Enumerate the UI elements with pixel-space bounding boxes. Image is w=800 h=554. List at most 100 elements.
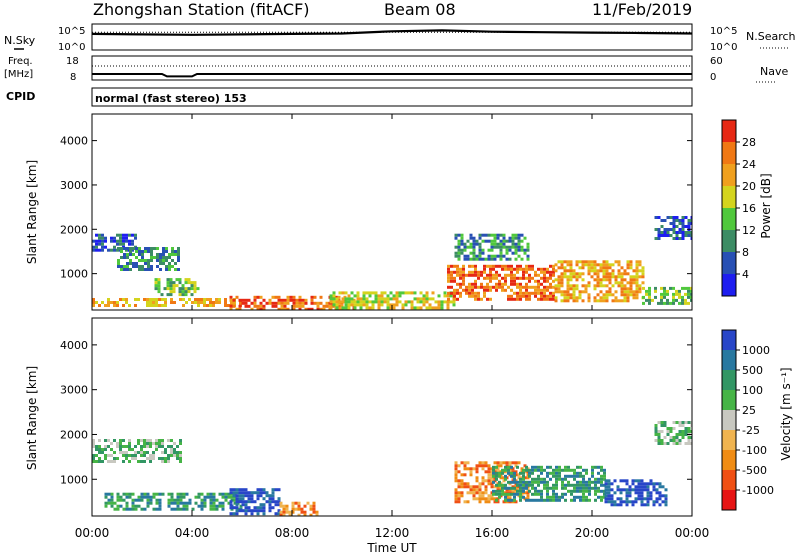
heatmap-cell xyxy=(471,285,474,289)
heatmap-cell xyxy=(134,304,137,307)
heatmap-cell xyxy=(690,222,692,225)
heatmap-cell xyxy=(298,295,302,299)
heatmap-cell xyxy=(508,461,512,465)
heatmap-cell xyxy=(537,492,540,496)
heatmap-cell xyxy=(146,457,149,460)
heatmap-cell xyxy=(493,245,497,249)
heatmap-cell xyxy=(616,488,620,492)
heatmap-cell xyxy=(642,301,645,305)
heatmap-cell xyxy=(629,263,633,267)
heatmap-cell xyxy=(113,236,116,240)
heatmap-cell xyxy=(460,242,464,246)
heatmap-cell xyxy=(552,291,555,295)
time-x-ticks: 00:00 04:00 08:00 12:00 16:00 20:00 00:00 xyxy=(75,114,709,540)
heatmap-cell xyxy=(663,286,666,290)
heatmap-cell xyxy=(492,273,495,277)
heatmap-cell xyxy=(484,257,488,261)
heatmap-cell xyxy=(582,474,585,478)
heatmap-cell xyxy=(487,482,491,486)
heatmap-cell xyxy=(386,303,390,307)
heatmap-cell xyxy=(605,269,609,273)
heatmap-cell xyxy=(620,266,624,270)
heatmap-cell xyxy=(184,287,188,291)
heatmap-cell xyxy=(282,513,286,516)
heatmap-cell xyxy=(537,489,540,493)
heatmap-cell xyxy=(543,483,546,487)
heatmap-cell xyxy=(516,492,519,496)
heatmap-cell xyxy=(128,439,131,442)
heatmap-cell xyxy=(335,303,339,307)
heatmap-cell xyxy=(514,236,518,240)
heatmap-cell xyxy=(519,264,522,268)
heatmap-cell xyxy=(107,492,111,496)
heatmap-cell xyxy=(622,500,626,504)
heatmap-cell xyxy=(176,498,180,502)
heatmap-cell xyxy=(684,231,688,234)
heatmap-cell xyxy=(623,278,627,282)
heatmap-cell xyxy=(164,457,167,460)
heatmap-cell xyxy=(614,281,618,285)
heatmap-cell xyxy=(663,228,667,231)
heatmap-cell xyxy=(620,299,624,303)
heatmap-cell xyxy=(187,278,191,282)
heatmap-cell xyxy=(605,278,609,282)
heatmap-cell xyxy=(507,273,510,277)
heatmap-cell xyxy=(179,454,182,457)
heatmap-cell xyxy=(212,498,216,502)
heatmap-cell xyxy=(271,491,275,495)
heatmap-cell xyxy=(154,287,158,291)
heatmap-cell xyxy=(629,290,633,294)
heatmap-cell xyxy=(152,451,155,454)
heatmap-cell xyxy=(516,282,519,286)
heatmap-cell xyxy=(534,270,537,274)
heatmap-cell xyxy=(200,498,204,502)
heatmap-cell xyxy=(546,285,549,289)
heatmap-cell xyxy=(463,461,467,465)
heatmap-cell xyxy=(238,509,242,513)
heatmap-cell xyxy=(635,269,639,273)
heatmap-cell xyxy=(590,275,594,279)
heatmap-cell xyxy=(197,495,201,499)
heatmap-cell xyxy=(498,279,501,283)
heatmap-cell xyxy=(313,295,317,299)
heatmap-cell xyxy=(161,298,164,301)
heatmap-cell xyxy=(131,454,134,457)
heatmap-cell xyxy=(602,266,606,270)
heatmap-cell xyxy=(525,285,528,289)
heatmap-cell xyxy=(495,492,498,496)
heatmap-cell xyxy=(472,488,476,492)
heatmap-cell xyxy=(146,304,149,307)
heatmap-cell xyxy=(265,491,269,495)
heatmap-cell xyxy=(164,460,167,463)
heatmap-cell xyxy=(232,304,236,308)
heatmap-cell xyxy=(146,504,150,508)
heatmap-cell xyxy=(587,293,591,297)
heatmap-cell xyxy=(672,222,676,225)
heatmap-cell xyxy=(572,287,576,291)
heatmap-cell xyxy=(549,264,552,268)
heatmap-cell xyxy=(341,306,345,310)
heatmap-cell xyxy=(173,454,176,457)
heatmap-cell xyxy=(443,294,447,298)
heatmap-cell xyxy=(177,268,180,271)
heatmap-cell xyxy=(256,509,260,513)
heatmap-cell xyxy=(144,247,147,250)
heatmap-cell xyxy=(104,457,107,460)
heatmap-cell xyxy=(286,301,290,305)
heatmap-cell xyxy=(329,300,333,304)
heatmap-cell xyxy=(504,498,507,502)
heatmap-cell xyxy=(244,503,248,507)
heatmap-cell xyxy=(277,503,281,507)
heatmap-cell xyxy=(209,507,213,511)
heatmap-cell xyxy=(575,287,579,291)
power-heatmap-cells xyxy=(92,216,692,310)
heatmap-cell xyxy=(283,298,287,302)
heatmap-cell xyxy=(107,301,110,304)
heatmap-cell xyxy=(546,471,549,475)
heatmap-cell xyxy=(569,260,573,264)
heatmap-cell xyxy=(319,295,323,299)
heatmap-cell xyxy=(235,500,239,504)
heatmap-cell xyxy=(637,482,641,486)
heatmap-cell xyxy=(525,483,528,487)
heatmap-cell xyxy=(395,300,399,304)
